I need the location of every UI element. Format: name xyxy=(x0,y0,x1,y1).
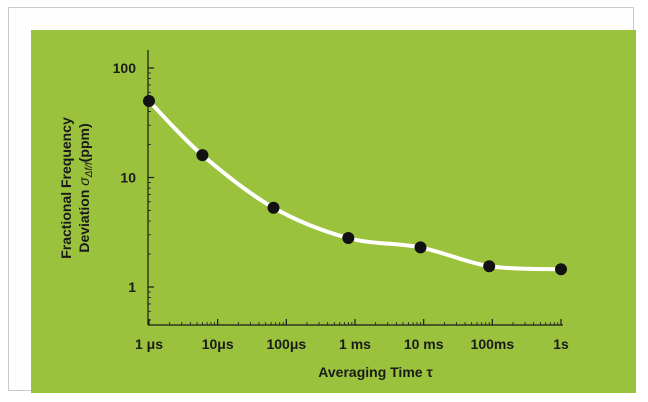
x-tick-label: 1 ms xyxy=(339,336,371,352)
data-point xyxy=(414,241,427,254)
data-point xyxy=(483,260,496,273)
data-point xyxy=(555,263,567,276)
data-points xyxy=(143,95,567,276)
x-tick-label: 100μs xyxy=(266,336,306,352)
x-tick-label: 10μs xyxy=(202,336,234,352)
chart-panel: 1 10 100 1 μs 10μs 100μs 1 ms 10 ms 100ms 1s Avera… xyxy=(31,30,636,393)
data-point xyxy=(143,95,155,107)
y-tick-label: 100 xyxy=(113,60,137,76)
chart-background xyxy=(31,30,636,393)
y-axis-title-line1: Fractional Frequency xyxy=(58,117,74,259)
y-tick-label: 1 xyxy=(128,279,136,295)
x-tick-label: 1 μs xyxy=(135,336,163,352)
figure-frame: 1 10 100 1 μs 10μs 100μs 1 ms 10 ms 100ms 1s Avera… xyxy=(8,7,636,393)
chart-svg: 1 10 100 1 μs 10μs 100μs 1 ms 10 ms 100ms 1s Avera… xyxy=(31,30,636,393)
data-point xyxy=(196,149,209,162)
x-tick-label: 100ms xyxy=(471,336,515,352)
data-point xyxy=(342,232,355,244)
x-tick-label: 10 ms xyxy=(404,336,444,352)
x-axis-title: Averaging Time τ xyxy=(318,364,433,380)
axis-labels: 1 10 100 1 μs 10μs 100μs 1 ms 10 ms 100ms 1s Avera… xyxy=(58,60,569,380)
y-axis-title-line2: Deviation σΔf/f(ppm) xyxy=(76,123,95,252)
data-point xyxy=(267,201,280,214)
y-tick-label: 10 xyxy=(120,170,136,186)
x-tick-label: 1s xyxy=(553,336,569,352)
